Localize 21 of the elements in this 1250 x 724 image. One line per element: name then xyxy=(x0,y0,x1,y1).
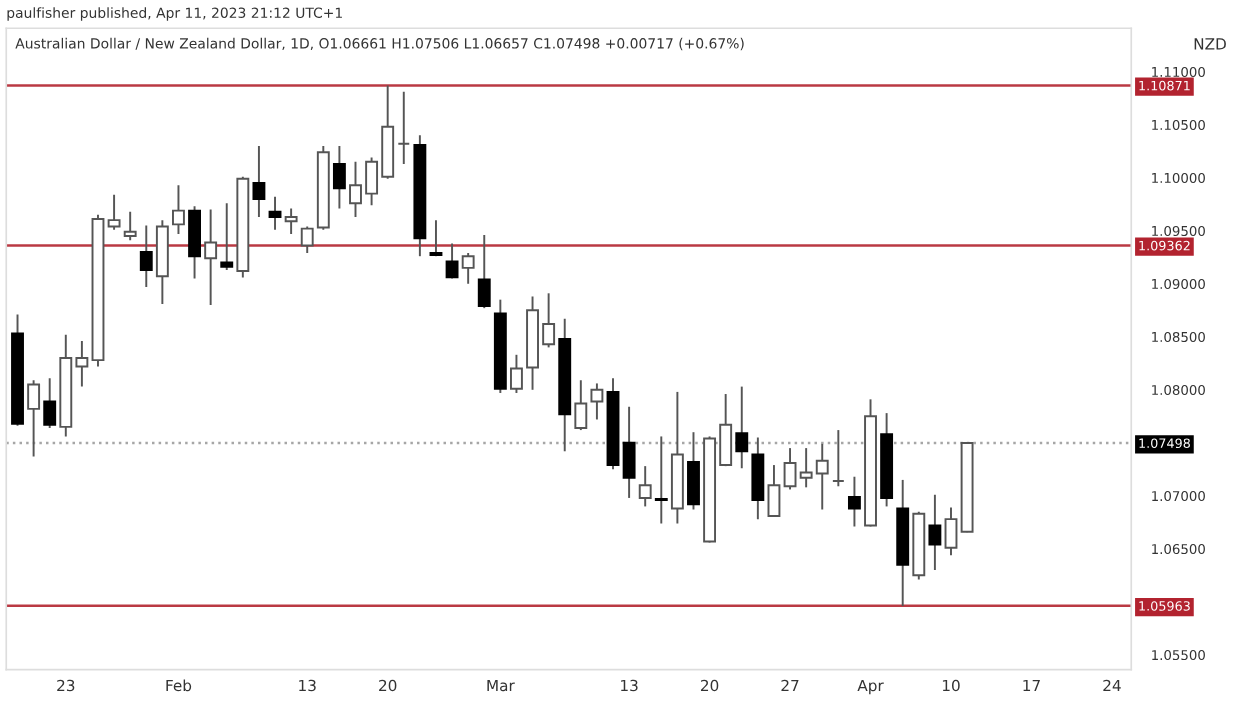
candlestick xyxy=(477,234,491,310)
candlestick xyxy=(27,379,41,458)
candlestick xyxy=(284,207,298,235)
candlestick xyxy=(510,353,523,394)
candlestick xyxy=(204,208,218,306)
candlestick xyxy=(268,195,282,231)
candlestick xyxy=(574,379,588,432)
candlestick xyxy=(783,447,797,491)
candlestick xyxy=(123,210,137,242)
candlestick xyxy=(831,429,845,488)
candlestick xyxy=(107,193,121,231)
candlestick xyxy=(397,90,411,165)
candlestick xyxy=(751,436,765,521)
candlestick xyxy=(767,464,781,517)
candlestick xyxy=(590,382,604,421)
candlestick xyxy=(944,506,958,557)
candlestick xyxy=(638,465,652,508)
candlestick xyxy=(172,184,185,235)
candlestick xyxy=(622,405,636,499)
candlestick xyxy=(461,252,475,285)
candlestick xyxy=(429,219,443,258)
